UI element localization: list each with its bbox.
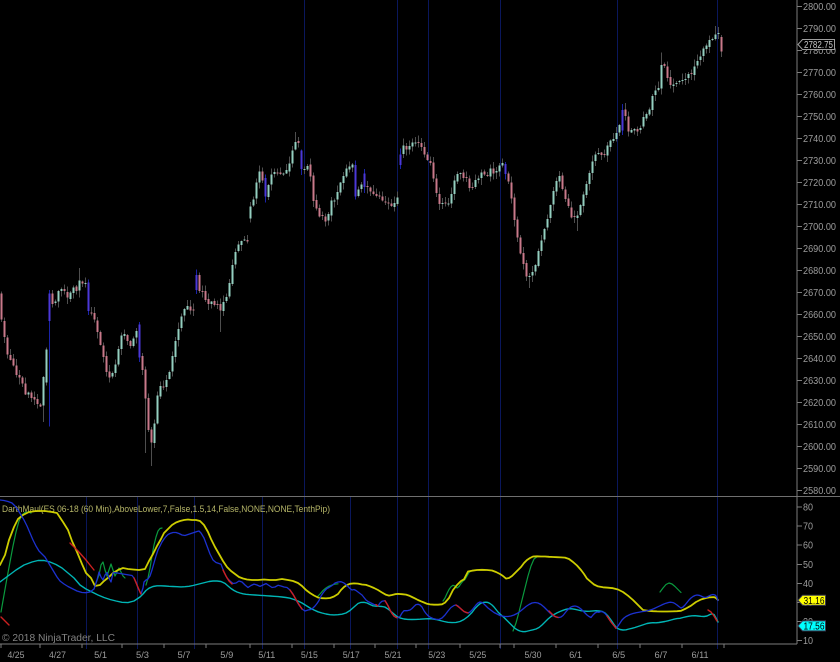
svg-text:DarthMaul(ES 06-18 (60 Min),Ab: DarthMaul(ES 06-18 (60 Min),AboveLower,7… xyxy=(2,504,330,515)
svg-text:2580.00: 2580.00 xyxy=(803,486,836,497)
svg-text:2610.00: 2610.00 xyxy=(803,420,836,431)
svg-text:2720.00: 2720.00 xyxy=(803,178,836,189)
svg-text:4/27: 4/27 xyxy=(49,650,66,661)
svg-text:2640.00: 2640.00 xyxy=(803,354,836,365)
svg-text:70: 70 xyxy=(803,522,813,533)
svg-text:31.16: 31.16 xyxy=(804,596,825,607)
svg-text:2620.00: 2620.00 xyxy=(803,398,836,409)
svg-text:5/1: 5/1 xyxy=(94,650,107,661)
svg-text:2700.00: 2700.00 xyxy=(803,222,836,233)
svg-text:2590.00: 2590.00 xyxy=(803,464,836,475)
svg-text:5/25: 5/25 xyxy=(469,650,486,661)
svg-text:2770.00: 2770.00 xyxy=(803,68,836,79)
svg-text:2730.00: 2730.00 xyxy=(803,156,836,167)
svg-text:2670.00: 2670.00 xyxy=(803,288,836,299)
svg-text:5/17: 5/17 xyxy=(343,650,360,661)
svg-text:6/11: 6/11 xyxy=(692,650,709,661)
svg-text:2710.00: 2710.00 xyxy=(803,200,836,211)
svg-text:2740.00: 2740.00 xyxy=(803,134,836,145)
svg-text:2600.00: 2600.00 xyxy=(803,442,836,453)
svg-text:2630.00: 2630.00 xyxy=(803,376,836,387)
svg-text:6/7: 6/7 xyxy=(655,650,668,661)
svg-text:6/1: 6/1 xyxy=(569,650,582,661)
svg-text:80: 80 xyxy=(803,503,813,514)
svg-text:60: 60 xyxy=(803,541,813,552)
svg-text:6/5: 6/5 xyxy=(612,650,625,661)
svg-text:5/7: 5/7 xyxy=(178,650,191,661)
svg-text:5/30: 5/30 xyxy=(525,650,542,661)
svg-text:2800.00: 2800.00 xyxy=(803,2,836,13)
svg-text:2790.00: 2790.00 xyxy=(803,24,836,35)
svg-text:2750.00: 2750.00 xyxy=(803,112,836,123)
svg-text:5/21: 5/21 xyxy=(385,650,402,661)
svg-text:© 2018 NinjaTrader, LLC: © 2018 NinjaTrader, LLC xyxy=(2,632,115,644)
svg-text:5/15: 5/15 xyxy=(301,650,318,661)
svg-text:5/3: 5/3 xyxy=(136,650,149,661)
svg-text:2690.00: 2690.00 xyxy=(803,244,836,255)
svg-text:40: 40 xyxy=(803,579,813,590)
svg-text:2780.00: 2780.00 xyxy=(803,46,836,57)
svg-text:17.56: 17.56 xyxy=(804,622,825,633)
svg-text:5/9: 5/9 xyxy=(220,650,233,661)
svg-text:50: 50 xyxy=(803,560,813,571)
svg-text:2650.00: 2650.00 xyxy=(803,332,836,343)
svg-text:10: 10 xyxy=(803,636,813,647)
svg-text:2760.00: 2760.00 xyxy=(803,90,836,101)
svg-text:2660.00: 2660.00 xyxy=(803,310,836,321)
svg-text:5/11: 5/11 xyxy=(258,650,275,661)
svg-text:2680.00: 2680.00 xyxy=(803,266,836,277)
svg-text:5/23: 5/23 xyxy=(428,650,445,661)
svg-text:4/25: 4/25 xyxy=(8,650,25,661)
svg-text:2782.75: 2782.75 xyxy=(804,40,833,51)
